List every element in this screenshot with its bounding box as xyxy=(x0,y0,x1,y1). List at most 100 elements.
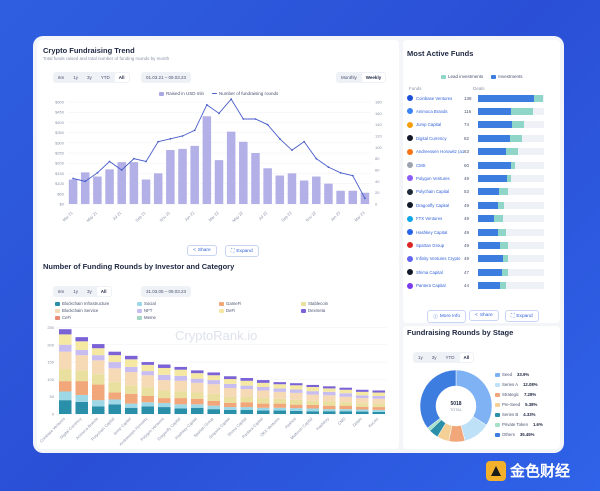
fund-name[interactable]: FTX Ventures xyxy=(416,216,443,222)
stage-legend-item[interactable]: Strategic 7.28% xyxy=(495,392,536,397)
fund-row[interactable]: Dragonfly Capital 49 xyxy=(403,199,548,211)
stage-legend-item[interactable]: Private Token 1.6% xyxy=(495,422,543,427)
stacked-segment xyxy=(240,407,254,410)
stage-legend-item[interactable]: Series B 4.33% xyxy=(495,412,535,417)
stage-legend-item[interactable]: Others 35.45% xyxy=(495,432,534,437)
fund-row[interactable]: Polygon Ventures 49 xyxy=(403,172,548,184)
fund-row[interactable]: Pantera Capital 44 xyxy=(403,280,548,292)
investor-legend-item[interactable]: CeFi xyxy=(55,315,71,320)
legend-lead-investments[interactable]: Lead investments xyxy=(441,74,483,79)
fund-row[interactable]: Andreessen Horowitz (a16z) 63 xyxy=(403,146,548,158)
stacked-segment xyxy=(240,389,254,397)
rounds-point xyxy=(157,140,160,143)
funds-expand-button[interactable]: ⛶ Expand xyxy=(505,310,539,322)
stacked-segment xyxy=(372,407,386,410)
stacked-segment xyxy=(157,367,171,375)
stage-legend-item[interactable]: Series A 12.08% xyxy=(495,382,538,387)
range-ytd[interactable]: YTD xyxy=(100,75,110,80)
stage-range-ytd[interactable]: YTD xyxy=(445,355,455,360)
granularity-weekly[interactable]: Weekly xyxy=(361,73,386,82)
fund-name[interactable]: Andreessen Horowitz (a16z) xyxy=(416,149,464,155)
fund-name[interactable]: CMS xyxy=(416,162,426,168)
stage-range-1y[interactable]: 1y xyxy=(418,355,423,360)
x-tick-label: Sep 21 xyxy=(134,210,147,223)
stage-legend-item[interactable]: Seed 33.9% xyxy=(495,372,529,377)
fund-name[interactable]: Infinity Ventures Crypto xyxy=(416,256,461,262)
inv-range-1y[interactable]: 1y xyxy=(73,289,79,294)
stacked-segment xyxy=(174,366,188,370)
fund-name[interactable]: Digital Currency xyxy=(416,135,447,141)
stacked-segment xyxy=(273,407,287,411)
trend-expand-button[interactable]: ⛶ Expand xyxy=(225,245,259,257)
dashboard-frame: Crypto Fundraising Trend Total funds rai… xyxy=(33,36,564,453)
fund-row[interactable]: Jump Capital 74 xyxy=(403,119,548,131)
stacked-segment xyxy=(141,362,155,365)
fund-name[interactable]: Pantera Capital xyxy=(416,283,446,289)
stage-legend-item[interactable]: Pre-Seed 5.38% xyxy=(495,402,537,407)
inv-range-all[interactable]: All xyxy=(96,287,111,296)
investor-legend-item[interactable]: NFT xyxy=(137,308,152,313)
investor-legend-item[interactable]: Social xyxy=(137,301,156,306)
legend-rounds[interactable]: Number of fundraising rounds xyxy=(212,91,278,96)
fund-row[interactable]: FTX Ventures 49 xyxy=(403,213,548,225)
stacked-segment xyxy=(141,402,155,407)
funds-share-button[interactable]: < Share xyxy=(469,310,499,321)
fund-bar-lead xyxy=(478,282,501,290)
range-all[interactable]: All xyxy=(114,73,129,82)
fund-row[interactable]: Animoca Brands 116 xyxy=(403,105,548,117)
legend-investments[interactable]: Investments xyxy=(491,74,523,79)
trend-bar xyxy=(166,149,175,204)
fund-name[interactable]: Spartan Group xyxy=(416,242,445,248)
fund-row[interactable]: Hashkey Capital 49 xyxy=(403,226,548,238)
fund-name[interactable]: Hashkey Capital xyxy=(416,229,448,235)
stage-range-all[interactable]: All xyxy=(459,353,474,362)
inv-range-3y[interactable]: 3y xyxy=(87,289,92,294)
range-1y[interactable]: 1y xyxy=(73,75,79,80)
investor-legend-item[interactable]: DeFi xyxy=(219,308,235,313)
stage-range-3y[interactable]: 3y xyxy=(431,355,437,360)
investor-legend: Blockchain Infrastructure Social GameFi Sta… xyxy=(55,301,375,320)
trend-date-range[interactable]: 01.03.21 – 09.03.23 xyxy=(141,72,192,83)
investor-legend-item[interactable]: Stablecoin xyxy=(301,301,328,306)
stacked-segment xyxy=(289,389,303,393)
trend-bar xyxy=(287,173,297,204)
range-6m[interactable]: 6m xyxy=(58,75,65,80)
fund-row[interactable]: Coinbase Ventures 138 xyxy=(403,92,548,104)
granularity-monthly[interactable]: Monthly xyxy=(341,75,357,80)
stacked-segment xyxy=(190,370,204,374)
fund-row[interactable]: Infinity Ventures Crypto 49 xyxy=(403,253,548,265)
stacked-segment xyxy=(306,400,320,405)
trend-bar xyxy=(251,153,260,204)
fund-row[interactable]: Shima Capital 47 xyxy=(403,266,548,278)
investor-legend-item[interactable]: Meme xyxy=(137,315,156,320)
trend-share-button[interactable]: < Share xyxy=(187,245,217,256)
funds-more-info-button[interactable]: ⓘ More Info xyxy=(427,310,467,323)
range-3y[interactable]: 3y xyxy=(87,75,92,80)
inv-range-6m[interactable]: 6m xyxy=(58,289,65,294)
investor-legend-item[interactable]: Blockchain Service xyxy=(55,308,98,313)
funds-list: Coinbase Ventures 138 Animoca Brands 116… xyxy=(403,92,560,294)
fund-bar xyxy=(478,121,544,129)
fund-name[interactable]: Polygon Ventures xyxy=(416,175,450,181)
fund-name[interactable]: Coinbase Ventures xyxy=(416,95,453,101)
investor-legend-item[interactable]: Blockchain Infrastructure xyxy=(55,301,109,306)
fund-name[interactable]: Jump Capital xyxy=(416,122,442,128)
fund-name[interactable]: Dragonfly Capital xyxy=(416,202,449,208)
fund-name[interactable]: Shima Capital xyxy=(416,269,443,275)
fund-row[interactable]: Digital Currency 82 xyxy=(403,132,548,144)
investor-date-range[interactable]: 31.03.05 – 09.03.23 xyxy=(141,286,192,297)
fund-name[interactable]: Animoca Brands xyxy=(416,108,448,114)
investor-legend-item[interactable]: GameFi xyxy=(219,301,241,306)
fund-bar xyxy=(478,268,544,276)
investor-legend-item[interactable]: Dexmeta xyxy=(301,308,325,313)
stacked-segment xyxy=(289,383,303,386)
legend-raised[interactable]: Raised in USD mln xyxy=(159,91,204,96)
fund-row[interactable]: Polychain Capital 53 xyxy=(403,186,548,198)
fund-row[interactable]: CMS 60 xyxy=(403,159,548,171)
fund-row[interactable]: Spartan Group 49 xyxy=(403,239,548,251)
fund-name[interactable]: Polychain Capital xyxy=(416,189,450,195)
y-right-tick-label: 0 xyxy=(375,202,378,207)
stacked-segment xyxy=(75,355,89,371)
donut-center-value: 5018 xyxy=(450,401,462,407)
most-active-funds-panel: Most Active Funds Lead investments Inves… xyxy=(403,40,560,323)
